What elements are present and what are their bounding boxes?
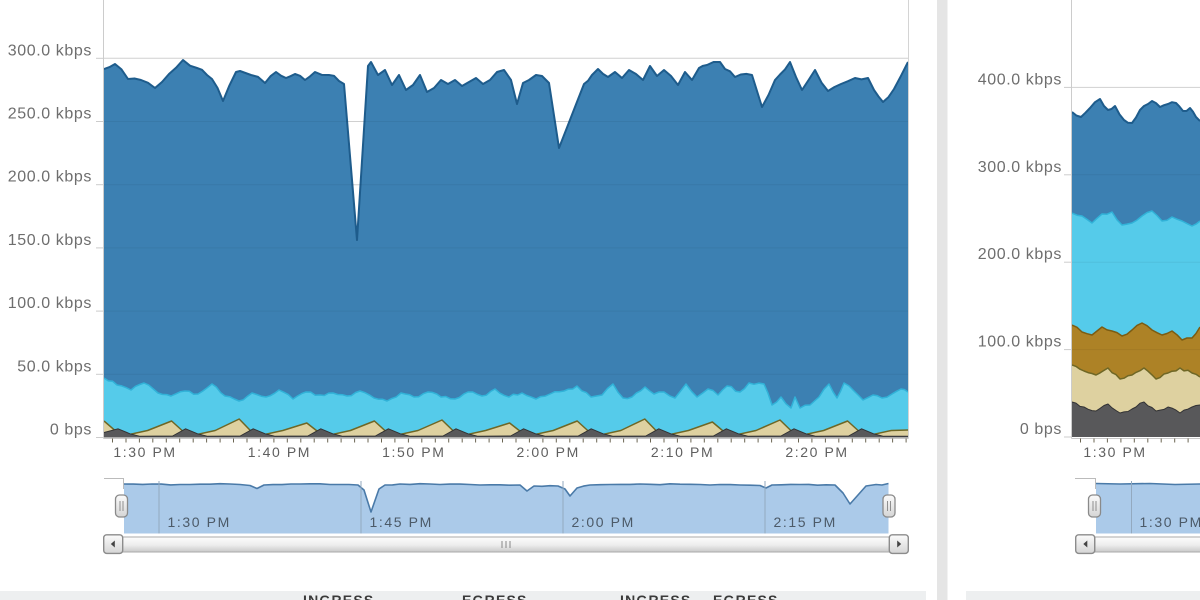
svg-text:2:10 PM: 2:10 PM <box>651 444 714 460</box>
svg-text:0 bps: 0 bps <box>50 422 92 439</box>
svg-text:1:30 PM: 1:30 PM <box>1083 444 1146 460</box>
svg-text:1:40 PM: 1:40 PM <box>248 444 311 460</box>
svg-text:0 bps: 0 bps <box>1020 421 1062 438</box>
svg-text:100.0 kbps: 100.0 kbps <box>978 334 1062 351</box>
svg-text:1:30 PM: 1:30 PM <box>113 444 176 460</box>
svg-text:150.0 kbps: 150.0 kbps <box>8 232 92 249</box>
svg-text:INGRESS: INGRESS <box>620 592 691 600</box>
svg-text:EGRESS: EGRESS <box>713 592 779 600</box>
svg-text:1:45 PM: 1:45 PM <box>370 514 433 530</box>
svg-text:EGRESS: EGRESS <box>462 592 528 600</box>
svg-text:300.0 kbps: 300.0 kbps <box>8 42 92 59</box>
svg-text:INGRESS: INGRESS <box>303 592 374 600</box>
svg-text:200.0 kbps: 200.0 kbps <box>978 246 1062 263</box>
svg-text:1:30 PM: 1:30 PM <box>1140 514 1200 530</box>
svg-text:1:50 PM: 1:50 PM <box>382 444 445 460</box>
svg-text:100.0 kbps: 100.0 kbps <box>8 295 92 312</box>
svg-text:1:30 PM: 1:30 PM <box>168 514 231 530</box>
svg-text:300.0 kbps: 300.0 kbps <box>978 159 1062 176</box>
svg-text:250.0 kbps: 250.0 kbps <box>8 106 92 123</box>
svg-text:2:00 PM: 2:00 PM <box>572 514 635 530</box>
svg-text:2:00 PM: 2:00 PM <box>517 444 580 460</box>
svg-text:200.0 kbps: 200.0 kbps <box>8 169 92 186</box>
svg-text:400.0 kbps: 400.0 kbps <box>978 71 1062 88</box>
svg-text:50.0 kbps: 50.0 kbps <box>17 358 92 375</box>
svg-text:2:20 PM: 2:20 PM <box>785 444 848 460</box>
svg-text:2:15 PM: 2:15 PM <box>774 514 837 530</box>
